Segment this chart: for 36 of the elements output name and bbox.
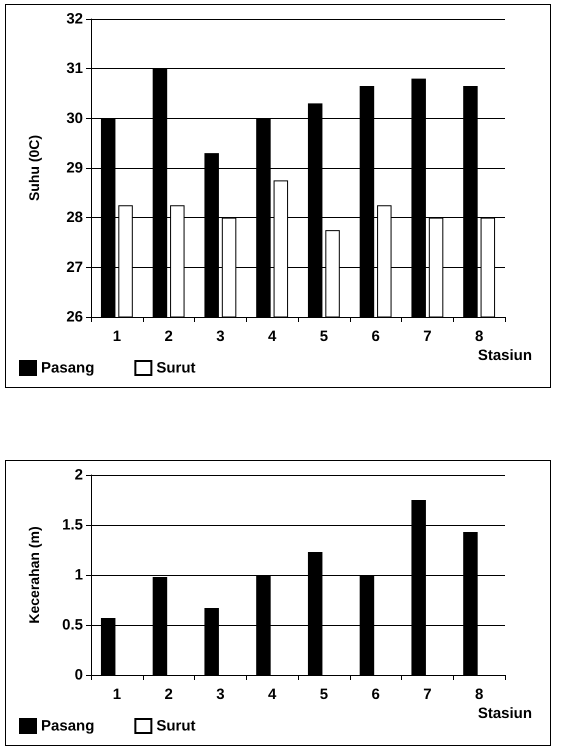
legend-label: Pasang — [41, 360, 94, 376]
x-tick-label: 8 — [474, 328, 484, 345]
x-tick-label: 7 — [423, 686, 432, 703]
y-tick-label: 30 — [66, 110, 83, 127]
legend-label: Surut — [156, 360, 196, 376]
x-tick-label: 5 — [320, 328, 328, 345]
x-axis-title: Stasiun — [478, 347, 532, 364]
y-tick-label: 0 — [74, 666, 83, 684]
x-axis-title: Stasiun — [478, 705, 532, 722]
y-tick-label: 31 — [66, 60, 83, 78]
y-tick-label: 29 — [66, 160, 83, 176]
legend-label: Pasang — [41, 718, 94, 734]
x-tick-label: 7 — [423, 328, 432, 345]
y-axis-title: Kecerahan (m) — [26, 526, 42, 624]
x-tick-label: 6 — [371, 686, 380, 703]
x-tick-label: 1 — [112, 686, 122, 703]
y-tick-label: 2 — [74, 466, 83, 484]
x-tick-label: 3 — [216, 328, 225, 345]
x-tick-label: 1 — [112, 328, 122, 345]
y-tick-label: 32 — [66, 10, 83, 28]
y-tick-label: 1.5 — [62, 516, 83, 534]
x-tick-label: 6 — [371, 328, 380, 345]
y-tick-label: 27 — [66, 258, 83, 276]
y-axis-title: Suhu (0C) — [26, 134, 42, 202]
x-tick-label: 2 — [164, 328, 173, 345]
y-tick-label: 28 — [66, 209, 83, 226]
x-tick-label: 5 — [320, 686, 328, 703]
x-tick-label: 8 — [474, 686, 484, 703]
y-tick-label: 26 — [66, 308, 83, 326]
x-tick-label: 4 — [268, 328, 277, 345]
y-tick-label: 0.5 — [62, 616, 83, 634]
y-tick-label: 1 — [74, 566, 83, 584]
x-tick-label: 3 — [216, 686, 225, 703]
x-tick-label: 2 — [164, 686, 173, 703]
x-tick-label: 4 — [268, 686, 277, 703]
legend-label: Surut — [156, 718, 196, 734]
